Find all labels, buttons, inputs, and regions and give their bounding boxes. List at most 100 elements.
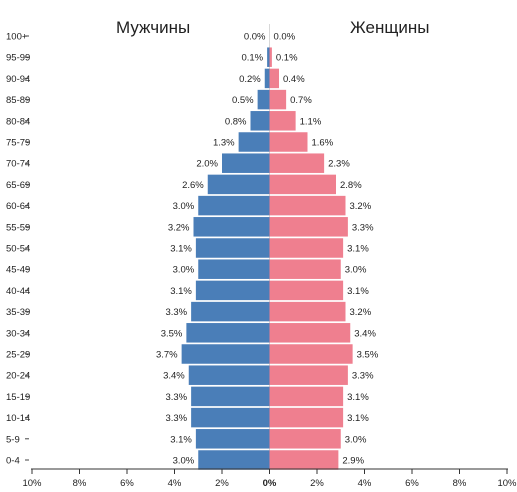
female-value-label: 1.6%	[312, 138, 334, 149]
x-tick-label: 2%	[215, 478, 229, 489]
male-value-label: 3.0%	[173, 265, 195, 276]
male-value-label: 2.6%	[182, 180, 204, 191]
female-bar	[269, 89, 287, 110]
male-value-label: 3.4%	[163, 371, 185, 382]
male-value-label: 0.2%	[239, 74, 261, 85]
age-group-label: 95-99	[6, 53, 30, 64]
female-bar	[269, 174, 336, 195]
female-value-label: 0.7%	[290, 95, 312, 106]
female-value-label: 3.1%	[347, 286, 369, 297]
age-group-label: 55-59	[6, 222, 30, 233]
male-value-label: 3.1%	[170, 244, 192, 255]
male-bar	[191, 301, 270, 322]
female-value-label: 0.0%	[274, 32, 296, 43]
x-tick-label: 10%	[22, 478, 42, 489]
female-value-label: 0.4%	[283, 74, 305, 85]
female-value-label: 3.1%	[347, 413, 369, 424]
age-group-label: 0-4	[6, 456, 20, 467]
male-value-label: 3.5%	[161, 328, 183, 339]
female-bar	[269, 407, 344, 428]
age-group-label: 45-49	[6, 265, 30, 276]
age-group-label: 80-84	[6, 116, 30, 127]
x-tick-label: 2%	[310, 478, 324, 489]
male-value-label: 3.0%	[173, 456, 195, 467]
female-bar	[269, 238, 344, 258]
male-value-label: 3.3%	[165, 413, 187, 424]
female-bar	[269, 153, 325, 173]
female-bar	[269, 111, 296, 131]
female-bar	[269, 195, 346, 216]
age-group-label: 65-69	[6, 180, 30, 191]
female-value-label: 3.0%	[345, 265, 367, 276]
male-bar	[181, 344, 270, 364]
age-group-label: 100+	[6, 32, 28, 43]
female-value-label: 3.3%	[352, 222, 374, 233]
male-value-label: 0.1%	[241, 53, 263, 64]
x-tick-label: 4%	[358, 478, 372, 489]
male-bar	[198, 195, 270, 216]
female-bar	[269, 280, 344, 301]
male-bar	[195, 280, 270, 301]
male-bar	[250, 111, 270, 131]
age-group-label: 25-29	[6, 350, 30, 361]
male-value-label: 3.3%	[165, 307, 187, 318]
x-tick-label: 6%	[120, 478, 134, 489]
female-value-label: 2.9%	[342, 456, 364, 467]
age-group-label: 70-74	[6, 159, 30, 170]
female-value-label: 1.1%	[300, 116, 322, 127]
women-series-title: Женщины	[350, 18, 430, 37]
female-bar	[269, 365, 348, 385]
male-value-label: 3.1%	[170, 286, 192, 297]
female-value-label: 3.1%	[347, 392, 369, 403]
male-bar	[188, 365, 270, 385]
male-value-label: 0.0%	[244, 32, 266, 43]
x-tick-label: 6%	[405, 478, 419, 489]
male-value-label: 0.8%	[225, 116, 247, 127]
male-value-label: 3.0%	[173, 201, 195, 212]
male-value-label: 0.5%	[232, 95, 254, 106]
male-bar	[267, 47, 270, 67]
female-bar	[269, 344, 353, 364]
male-bar	[257, 89, 270, 110]
male-bar	[264, 68, 270, 89]
male-bar	[198, 259, 270, 279]
female-bar	[269, 429, 341, 449]
male-value-label: 2.0%	[196, 159, 218, 170]
female-value-label: 3.1%	[347, 244, 369, 255]
female-value-label: 2.8%	[340, 180, 362, 191]
male-bar	[207, 174, 270, 195]
age-group-label: 40-44	[6, 286, 30, 297]
male-bar	[238, 132, 270, 152]
age-group-label: 85-89	[6, 95, 30, 106]
female-value-label: 3.2%	[350, 307, 372, 318]
x-tick-label: 8%	[73, 478, 87, 489]
age-group-label: 20-24	[6, 371, 30, 382]
age-group-label: 75-79	[6, 138, 30, 149]
male-bar	[191, 407, 270, 428]
female-bar	[269, 47, 272, 67]
male-bar	[191, 386, 270, 407]
female-bar	[269, 450, 339, 470]
age-group-label: 60-64	[6, 201, 30, 212]
female-bar	[269, 301, 346, 322]
female-value-label: 2.3%	[328, 159, 350, 170]
age-group-label: 10-14	[6, 413, 30, 424]
female-bar	[269, 132, 308, 152]
female-bar	[269, 217, 348, 237]
age-group-label: 15-19	[6, 392, 30, 403]
female-bar	[269, 386, 344, 407]
age-group-label: 35-39	[6, 307, 30, 318]
male-value-label: 3.2%	[168, 222, 190, 233]
male-bar	[195, 238, 270, 258]
female-value-label: 3.3%	[352, 371, 374, 382]
female-value-label: 3.5%	[357, 350, 379, 361]
x-tick-label: 0%	[263, 478, 277, 489]
x-tick-label: 8%	[453, 478, 467, 489]
male-bar	[186, 323, 270, 343]
male-bar	[193, 217, 270, 237]
male-value-label: 3.7%	[156, 350, 178, 361]
x-tick-label: 10%	[497, 478, 517, 489]
x-tick-label: 4%	[168, 478, 182, 489]
female-bar	[269, 68, 279, 89]
